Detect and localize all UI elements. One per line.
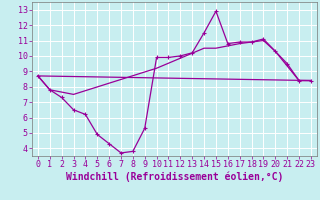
X-axis label: Windchill (Refroidissement éolien,°C): Windchill (Refroidissement éolien,°C)	[66, 172, 283, 182]
